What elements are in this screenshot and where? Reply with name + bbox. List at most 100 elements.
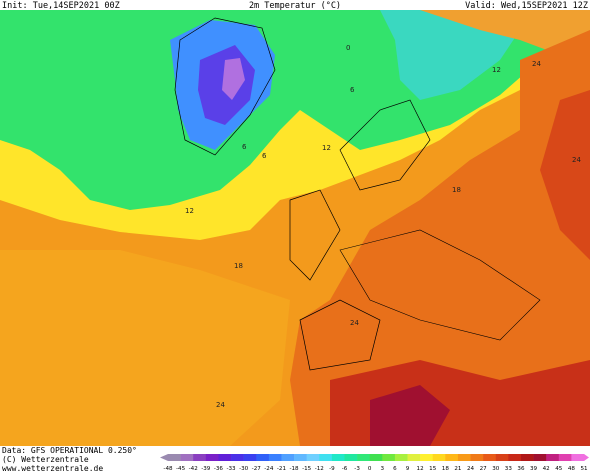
colorbar-cell <box>470 454 484 461</box>
colorbar-label: 30 <box>492 466 500 472</box>
colorbar-cell <box>180 454 194 461</box>
colorbar-cell <box>168 454 181 461</box>
map <box>0 10 590 446</box>
coastline <box>339 99 431 191</box>
ocean-warm <box>0 250 290 446</box>
colorbar-cell <box>432 454 446 461</box>
colorbar-cell <box>520 454 534 461</box>
colorbar-right-arrow <box>584 454 589 461</box>
hot-core <box>370 385 450 446</box>
continent-warm <box>290 30 590 446</box>
colorbar-left-arrow <box>160 454 168 461</box>
cyan-zone <box>380 10 520 100</box>
colorbar-label: -24 <box>264 466 274 472</box>
colorbar-label: 36 <box>517 466 525 472</box>
colorbar-label: 33 <box>505 466 513 472</box>
colorbar-cell <box>533 454 547 461</box>
colorbar-label: 21 <box>454 466 462 472</box>
contour-label: 24 <box>532 60 541 68</box>
contour-label: 6 <box>242 143 247 151</box>
init-time: Init: Tue,14SEP2021 00Z <box>2 1 120 11</box>
colorbar-label: 48 <box>568 466 576 472</box>
data-source: Data: GFS OPERATIONAL 0.250° <box>2 446 137 455</box>
colorbar-label: 15 <box>429 466 437 472</box>
hot-south <box>330 360 590 446</box>
colorbar-label: -9 <box>329 466 335 472</box>
colorbar-label: -36 <box>214 466 224 472</box>
coastline <box>289 189 341 281</box>
contour-label: 18 <box>234 262 243 270</box>
colorbar-label: -48 <box>163 466 173 472</box>
colorbar-label: 42 <box>543 466 550 472</box>
hot-east <box>540 90 590 260</box>
colorbar-cell <box>508 454 522 461</box>
colorbar-cell <box>243 454 257 461</box>
colorbar-cell <box>445 454 459 461</box>
colorbar-cell <box>495 454 509 461</box>
colorbar-cell <box>407 454 421 461</box>
colorbar: -48 -45 -42 -39 -36 -33 -30 -27 -24 -21 -18 -15 -12-… <box>160 454 589 472</box>
colorbar-cell <box>231 454 244 461</box>
colorbar-label: -18 <box>289 466 299 472</box>
colorbar-label: -45 <box>176 466 186 472</box>
colorbar-label: -39 <box>201 466 211 472</box>
contour-label: 6 <box>262 152 267 160</box>
colorbar-label: 18 <box>442 466 450 472</box>
colorbar-cell <box>193 454 207 461</box>
colorbar-cell <box>306 454 320 461</box>
colorbar-label: 51 <box>580 466 588 472</box>
colorbar-label: -21 <box>277 466 287 472</box>
colorbar-label: -6 <box>342 466 348 472</box>
colorbar-cell <box>483 454 497 461</box>
colorbar-cell <box>369 454 383 461</box>
contour-label: 24 <box>350 319 359 327</box>
colorbar-label: -15 <box>302 466 312 472</box>
colorbar-label: -42 <box>189 466 198 472</box>
contour-label: 12 <box>492 66 501 74</box>
colorbar-cell <box>331 454 345 461</box>
coastline <box>174 17 276 156</box>
contour-label: 6 <box>350 86 355 94</box>
colorbar-label: 6 <box>393 466 397 472</box>
colorbar-cell <box>268 454 282 461</box>
colorbar-label: 9 <box>406 466 410 472</box>
copyright: (C) Wetterzentrale <box>2 455 89 464</box>
borders <box>339 229 541 341</box>
colorbar-label: 0 <box>368 466 372 472</box>
colorbar-cell <box>357 454 370 461</box>
colorbar-cell <box>344 454 358 461</box>
colorbar-cell <box>294 454 307 461</box>
colorbar-label: -30 <box>239 466 249 472</box>
warm-northeast <box>420 10 590 55</box>
colorbar-cell <box>205 454 219 461</box>
colorbar-cell <box>420 454 434 461</box>
map-title: 2m Temperatur (°C) <box>249 1 341 11</box>
colorbar-label: -12 <box>315 466 324 472</box>
colorbar-cell <box>281 454 295 461</box>
colorbar-label: 24 <box>467 466 475 472</box>
contour-label: 24 <box>572 156 581 164</box>
colorbar-cell <box>546 454 560 461</box>
cold-core <box>222 58 245 100</box>
website: www.wetterzentrale.de <box>2 464 103 473</box>
colorbar-label: 45 <box>555 466 563 472</box>
colorbar-cell <box>256 454 270 461</box>
colorbar-label: 3 <box>381 466 385 472</box>
valid-time: Valid: Wed,15SEP2021 12Z <box>465 1 588 11</box>
colorbar-label: -33 <box>226 466 236 472</box>
colorbar-cell <box>558 454 572 461</box>
colorbar-cell <box>571 454 585 461</box>
coastline <box>299 299 381 371</box>
colorbar-cell <box>382 454 396 461</box>
colorbar-cell <box>218 454 232 461</box>
colorbar-cell <box>394 454 408 461</box>
colorbar-label: -27 <box>252 466 262 472</box>
colorbar-label: 12 <box>417 466 424 472</box>
colorbar-cell <box>319 454 333 461</box>
contour-label: 12 <box>185 207 194 215</box>
contour-label: 24 <box>216 401 225 409</box>
colorbar-label: 39 <box>530 466 538 472</box>
contour-label: 18 <box>452 186 461 194</box>
